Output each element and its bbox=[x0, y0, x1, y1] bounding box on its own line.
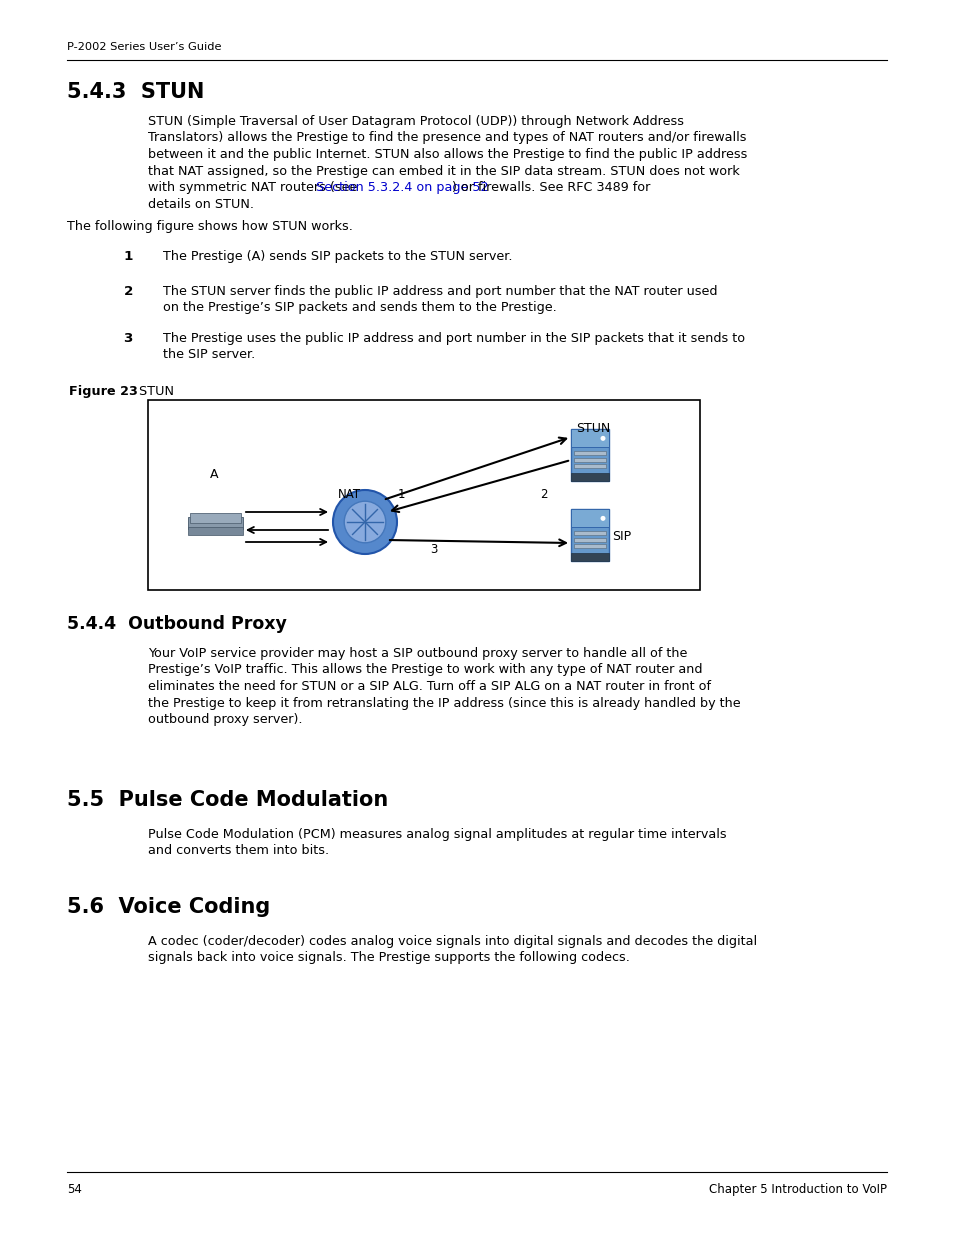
Text: 5.4.4  Outbound Proxy: 5.4.4 Outbound Proxy bbox=[67, 615, 287, 634]
Bar bbox=[190, 514, 241, 524]
Bar bbox=[571, 509, 608, 527]
Bar bbox=[574, 458, 605, 462]
Text: that NAT assigned, so the Prestige can embed it in the SIP data stream. STUN doe: that NAT assigned, so the Prestige can e… bbox=[148, 164, 739, 178]
Bar bbox=[188, 517, 243, 529]
Text: details on STUN.: details on STUN. bbox=[148, 198, 253, 210]
Text: signals back into voice signals. The Prestige supports the following codecs.: signals back into voice signals. The Pre… bbox=[148, 951, 629, 965]
Bar bbox=[571, 473, 608, 480]
Text: the SIP server.: the SIP server. bbox=[163, 348, 255, 362]
Circle shape bbox=[344, 501, 385, 543]
Circle shape bbox=[333, 490, 396, 555]
Bar bbox=[574, 537, 605, 542]
Text: 5.4.3  STUN: 5.4.3 STUN bbox=[67, 82, 204, 103]
Text: STUN: STUN bbox=[131, 385, 173, 398]
Text: Section 5.3.2.4 on page 52: Section 5.3.2.4 on page 52 bbox=[315, 182, 488, 194]
Text: Figure 23: Figure 23 bbox=[69, 385, 138, 398]
Text: 3: 3 bbox=[124, 332, 132, 345]
Text: P-2002 Series User’s Guide: P-2002 Series User’s Guide bbox=[67, 42, 221, 52]
Text: and converts them into bits.: and converts them into bits. bbox=[148, 845, 329, 857]
Bar bbox=[188, 527, 243, 535]
Text: Translators) allows the Prestige to find the presence and types of NAT routers a: Translators) allows the Prestige to find… bbox=[148, 131, 745, 144]
Bar bbox=[571, 509, 608, 561]
Bar bbox=[574, 451, 605, 454]
Text: 3: 3 bbox=[430, 543, 436, 556]
Text: Chapter 5 Introduction to VoIP: Chapter 5 Introduction to VoIP bbox=[708, 1183, 886, 1195]
Text: 2: 2 bbox=[124, 285, 132, 298]
Text: A: A bbox=[210, 468, 218, 480]
Bar bbox=[574, 464, 605, 468]
Text: The Prestige (A) sends SIP packets to the STUN server.: The Prestige (A) sends SIP packets to th… bbox=[163, 249, 512, 263]
Bar bbox=[574, 531, 605, 535]
Bar bbox=[574, 545, 605, 548]
Circle shape bbox=[599, 436, 605, 441]
Text: with symmetric NAT routers (see: with symmetric NAT routers (see bbox=[148, 182, 361, 194]
Text: SIP: SIP bbox=[612, 530, 631, 543]
Bar bbox=[571, 429, 608, 447]
Text: The Prestige uses the public IP address and port number in the SIP packets that : The Prestige uses the public IP address … bbox=[163, 332, 744, 345]
Text: 1: 1 bbox=[397, 488, 405, 501]
Bar bbox=[571, 553, 608, 561]
Text: 2: 2 bbox=[539, 488, 547, 501]
Text: outbound proxy server).: outbound proxy server). bbox=[148, 713, 302, 726]
Text: on the Prestige’s SIP packets and sends them to the Prestige.: on the Prestige’s SIP packets and sends … bbox=[163, 301, 557, 315]
Text: 1: 1 bbox=[124, 249, 132, 263]
Text: The STUN server finds the public IP address and port number that the NAT router : The STUN server finds the public IP addr… bbox=[163, 285, 717, 298]
Text: 5.5  Pulse Code Modulation: 5.5 Pulse Code Modulation bbox=[67, 790, 388, 810]
Text: between it and the public Internet. STUN also allows the Prestige to find the pu: between it and the public Internet. STUN… bbox=[148, 148, 746, 161]
Text: 54: 54 bbox=[67, 1183, 82, 1195]
Text: Prestige’s VoIP traffic. This allows the Prestige to work with any type of NAT r: Prestige’s VoIP traffic. This allows the… bbox=[148, 663, 701, 677]
Text: A codec (coder/decoder) codes analog voice signals into digital signals and deco: A codec (coder/decoder) codes analog voi… bbox=[148, 935, 757, 948]
Text: NAT: NAT bbox=[337, 488, 361, 501]
Text: STUN: STUN bbox=[576, 422, 610, 435]
Text: ) or firewalls. See RFC 3489 for: ) or firewalls. See RFC 3489 for bbox=[452, 182, 650, 194]
Bar bbox=[571, 429, 608, 480]
Text: The following figure shows how STUN works.: The following figure shows how STUN work… bbox=[67, 220, 353, 233]
Bar bbox=[148, 400, 700, 590]
Text: STUN (Simple Traversal of User Datagram Protocol (UDP)) through Network Address: STUN (Simple Traversal of User Datagram … bbox=[148, 115, 683, 128]
Circle shape bbox=[599, 516, 605, 521]
Text: eliminates the need for STUN or a SIP ALG. Turn off a SIP ALG on a NAT router in: eliminates the need for STUN or a SIP AL… bbox=[148, 680, 710, 693]
Text: Pulse Code Modulation (PCM) measures analog signal amplitudes at regular time in: Pulse Code Modulation (PCM) measures ana… bbox=[148, 827, 726, 841]
Text: Your VoIP service provider may host a SIP outbound proxy server to handle all of: Your VoIP service provider may host a SI… bbox=[148, 647, 687, 659]
Text: 5.6  Voice Coding: 5.6 Voice Coding bbox=[67, 897, 270, 918]
Text: the Prestige to keep it from retranslating the IP address (since this is already: the Prestige to keep it from retranslati… bbox=[148, 697, 740, 709]
